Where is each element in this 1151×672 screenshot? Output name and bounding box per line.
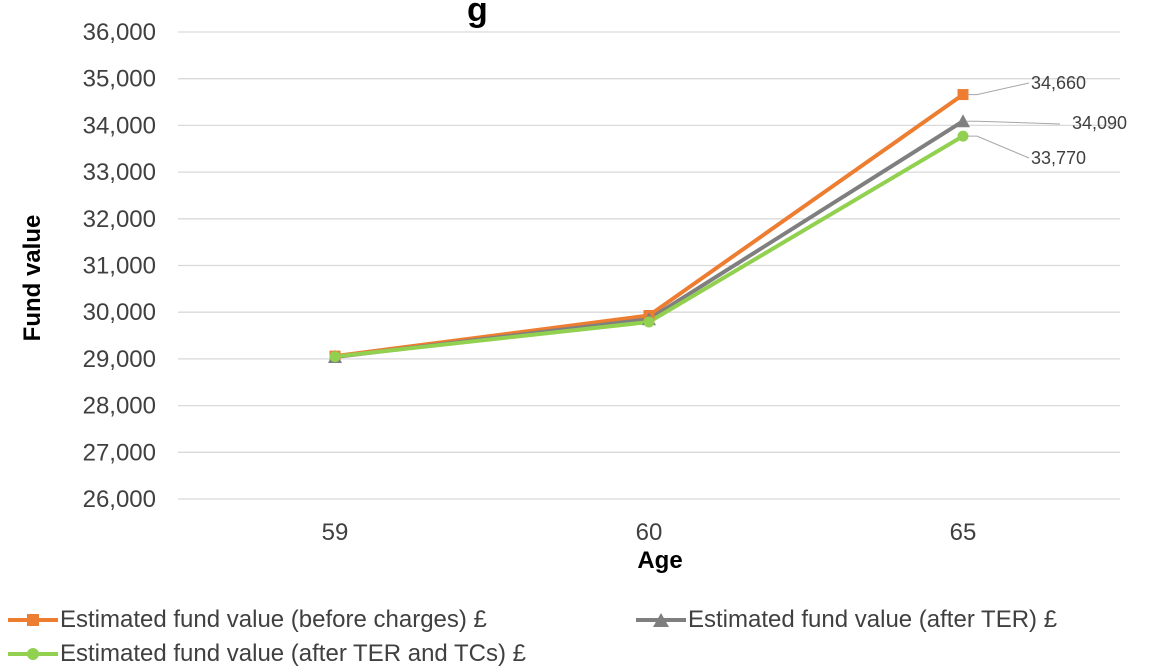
legend-label: Estimated fund value (after TER) £: [688, 606, 1058, 633]
leader-line: [967, 82, 1030, 96]
y-tick-label: 29,000: [83, 346, 156, 373]
y-tick-label: 35,000: [83, 66, 156, 93]
legend: Estimated fund value (before charges) £ …: [0, 598, 1151, 672]
x-tick-label: 60: [636, 519, 663, 546]
x-axis-ticks: 59 60 65: [322, 519, 977, 546]
legend-label: Estimated fund value (after TER and TCs)…: [60, 640, 526, 667]
y-tick-label: 28,000: [83, 393, 156, 420]
data-label: 34,660: [1031, 73, 1086, 93]
y-axis-title: Fund value: [19, 215, 46, 342]
legend-item-after-ter[interactable]: Estimated fund value (after TER) £: [636, 602, 1057, 638]
legend-item-after-ter-tcs[interactable]: Estimated fund value (after TER and TCs)…: [8, 636, 526, 672]
y-axis-ticks: 26,000 27,000 28,000 29,000 30,000 31,000 32,0…: [83, 19, 156, 513]
legend-label: Estimated fund value (before charges) £: [60, 606, 487, 633]
y-tick-label: 31,000: [83, 253, 156, 280]
leader-line: [967, 135, 1030, 159]
series-point: [643, 316, 655, 328]
legend-key-triangle: [636, 610, 686, 630]
legend-key-circle: [8, 644, 58, 664]
chart-title: g: [467, 0, 488, 29]
legend-key-square: [8, 610, 58, 630]
y-tick-label: 27,000: [83, 439, 156, 466]
gridlines: [178, 31, 1120, 500]
legend-item-before-charges[interactable]: Estimated fund value (before charges) £: [8, 602, 487, 638]
y-tick-label: 36,000: [83, 19, 156, 46]
series-group: [328, 89, 970, 364]
series-point: [957, 89, 969, 101]
y-tick-label: 33,000: [83, 159, 156, 186]
x-axis-title: Age: [637, 547, 682, 574]
data-label: 33,770: [1031, 148, 1086, 168]
series-point: [957, 130, 969, 142]
leader-line: [967, 120, 1061, 125]
x-tick-label: 65: [950, 519, 977, 546]
y-tick-label: 34,000: [83, 112, 156, 139]
series-point: [956, 114, 970, 128]
y-tick-label: 32,000: [83, 206, 156, 233]
y-tick-label: 30,000: [83, 299, 156, 326]
data-label: 34,090: [1072, 113, 1127, 133]
y-tick-label: 26,000: [83, 486, 156, 513]
x-tick-label: 59: [322, 519, 349, 546]
series-point: [329, 351, 341, 363]
data-labels: 34,660 34,090 33,770: [967, 73, 1127, 168]
